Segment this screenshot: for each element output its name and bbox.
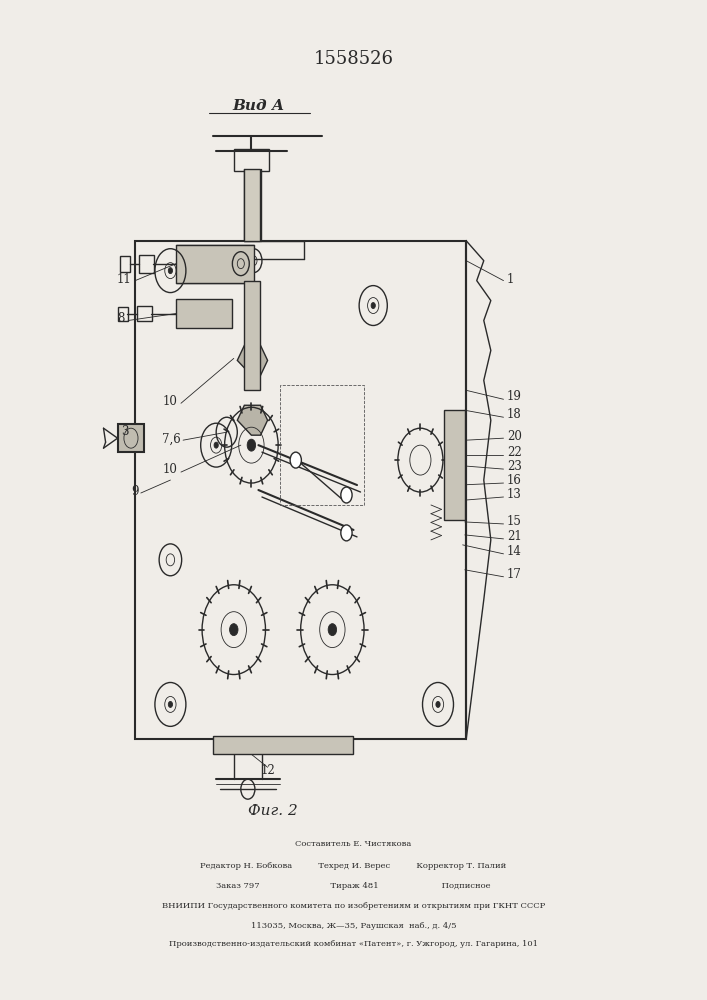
Bar (117, 307, 128, 320)
Bar (245, 169, 260, 241)
Text: Производственно-издательский комбинат «Патент», г. Ужгород, ул. Гагарина, 101: Производственно-издательский комбинат «П… (169, 940, 538, 948)
Polygon shape (238, 345, 267, 375)
Text: 9: 9 (132, 485, 139, 498)
Text: 3: 3 (121, 425, 128, 438)
Bar (176, 299, 233, 328)
Circle shape (168, 701, 173, 707)
Text: 1558526: 1558526 (313, 50, 394, 68)
Text: 23: 23 (507, 460, 522, 473)
Text: Заказ 797                           Тираж 481                        Подписное: Заказ 797 Тираж 481 Подписное (216, 882, 491, 890)
Text: Редактор Н. Бобкова          Техред И. Верес          Корректор Т. Палий: Редактор Н. Бобкова Техред И. Верес Корр… (200, 862, 507, 870)
Text: 19: 19 (507, 390, 522, 403)
Circle shape (168, 268, 173, 274)
Text: 113035, Москва, Ж—35, Раушская  наб., д. 4/5: 113035, Москва, Ж—35, Раушская наб., д. … (251, 922, 456, 930)
Text: 8: 8 (117, 312, 124, 325)
Text: Фиг. 2: Фиг. 2 (247, 804, 298, 818)
Text: 7,6: 7,6 (162, 433, 181, 446)
Circle shape (328, 624, 337, 636)
Text: 21: 21 (507, 530, 522, 543)
Text: ВНИИПИ Государственного комитета по изобретениям и открытиям при ГКНТ СССР: ВНИИПИ Государственного комитета по изоб… (162, 902, 545, 910)
Text: 18: 18 (507, 408, 522, 421)
Bar (279, 385, 364, 505)
Circle shape (341, 525, 352, 541)
Bar (443, 410, 464, 520)
Circle shape (341, 487, 352, 503)
Text: 22: 22 (507, 446, 522, 459)
Bar (234, 149, 269, 171)
Bar (245, 281, 260, 390)
Polygon shape (238, 405, 267, 435)
Circle shape (214, 442, 218, 448)
Text: 10: 10 (163, 395, 177, 408)
Text: 14: 14 (507, 545, 522, 558)
Text: 17: 17 (507, 568, 522, 581)
Text: 20: 20 (507, 430, 522, 443)
Bar (117, 424, 144, 452)
Text: 1: 1 (507, 273, 515, 286)
Bar (136, 306, 152, 321)
Text: 13: 13 (507, 488, 522, 501)
Circle shape (230, 624, 238, 636)
Text: 11: 11 (117, 273, 132, 286)
Text: 16: 16 (507, 474, 522, 487)
Circle shape (247, 439, 256, 451)
Text: 12: 12 (260, 764, 275, 777)
Text: 10: 10 (163, 463, 177, 476)
Bar (139, 255, 154, 273)
Bar (213, 736, 354, 754)
Text: Составитель Е. Чистякова: Составитель Е. Чистякова (296, 840, 411, 848)
Bar (176, 245, 254, 283)
Bar (119, 256, 130, 272)
Text: 15: 15 (507, 515, 522, 528)
Bar (135, 241, 466, 739)
Circle shape (371, 303, 375, 309)
Text: Вид А: Вид А (233, 99, 284, 113)
Circle shape (436, 701, 440, 707)
Circle shape (290, 452, 301, 468)
